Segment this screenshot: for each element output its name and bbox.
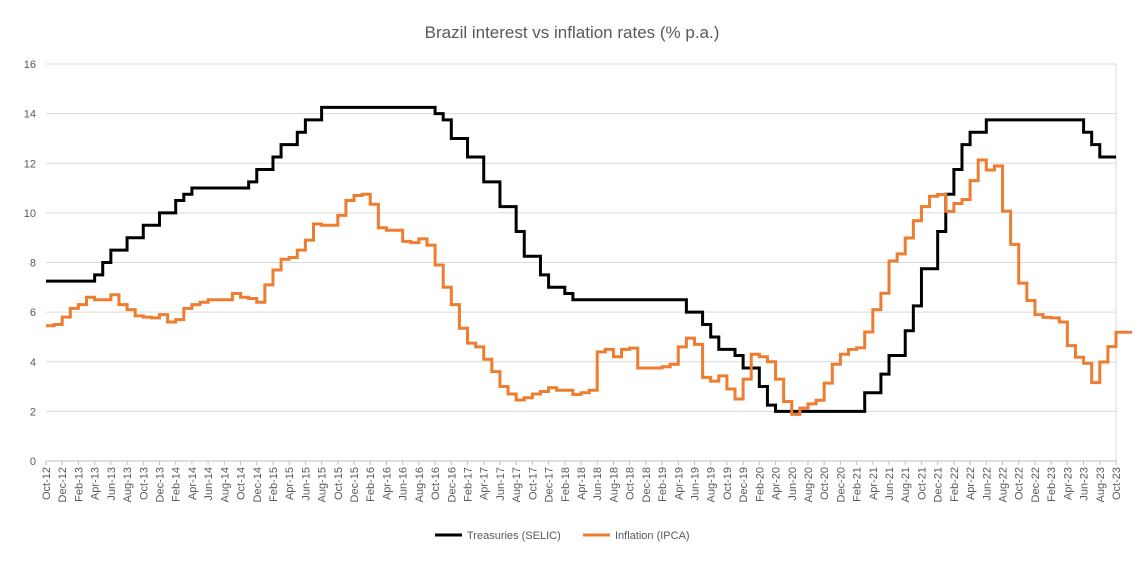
- x-tick-label: Apr-23: [1062, 467, 1074, 500]
- x-tick-label: Oct-23: [1111, 467, 1123, 500]
- series-group: [46, 105, 1133, 416]
- x-tick-label: Oct-13: [138, 467, 150, 500]
- x-tick-label: Dec-14: [252, 467, 264, 502]
- x-tick-label: Apr-14: [187, 467, 199, 500]
- x-tick-label: Feb-23: [1046, 467, 1058, 502]
- x-tick-label: Jun-19: [689, 467, 701, 501]
- x-tick-label: Feb-22: [949, 467, 961, 502]
- x-tick-label: Oct-22: [1014, 467, 1026, 500]
- x-tick-label: Aug-16: [414, 467, 426, 502]
- x-tick-label: Feb-15: [268, 467, 280, 502]
- x-tick-label: Dec-12: [57, 467, 69, 502]
- x-tick-label: Jun-13: [106, 467, 118, 501]
- x-tick-label: Aug-19: [706, 467, 718, 502]
- x-tick-label: Feb-21: [852, 467, 864, 502]
- x-tick-label: Aug-15: [317, 467, 329, 502]
- y-tick-label: 0: [30, 456, 36, 468]
- x-tick-label: Oct-20: [819, 467, 831, 500]
- x-tick-label: Aug-23: [1095, 467, 1107, 502]
- x-tick-label: Dec-22: [1030, 467, 1042, 502]
- x-tick-label: Apr-13: [90, 467, 102, 500]
- y-tick-label: 14: [24, 109, 36, 121]
- x-tick-label: Jun-17: [495, 467, 507, 501]
- x-tick-label: Oct-21: [916, 467, 928, 500]
- x-tick-label: Dec-13: [154, 467, 166, 502]
- legend-label-selic: Treasuries (SELIC): [467, 530, 561, 542]
- x-tick-label: Oct-17: [527, 467, 539, 500]
- x-tick-label: Feb-16: [365, 467, 377, 502]
- x-tick-label: Oct-19: [722, 467, 734, 500]
- x-tick-label: Oct-14: [236, 467, 248, 500]
- x-tick-label: Apr-22: [965, 467, 977, 500]
- legend: Treasuries (SELIC) Inflation (IPCA): [435, 530, 690, 542]
- x-tick-label: Dec-15: [349, 467, 361, 502]
- x-tick-label: Apr-17: [479, 467, 491, 500]
- x-tick-label: Dec-20: [835, 467, 847, 502]
- x-tick-label: Jun-20: [787, 467, 799, 501]
- y-tick-label: 12: [24, 158, 36, 170]
- y-tick-label: 16: [24, 59, 36, 71]
- x-tick-label: Jun-21: [884, 467, 896, 501]
- x-tick-label: Feb-19: [657, 467, 669, 502]
- y-tick-label: 6: [30, 307, 36, 319]
- x-axis-tick-labels: Oct-12 Dec-12 Feb-13 Apr-13 Jun-13 Aug-13 Oct-…: [41, 461, 1123, 502]
- x-tick-label: Aug-14: [219, 467, 231, 502]
- y-axis-tick-labels: 0 2 4 6 8 10 12 14 16: [24, 59, 36, 468]
- x-tick-label: Aug-22: [998, 467, 1010, 502]
- gridlines: [46, 63, 1117, 462]
- x-tick-label: Apr-19: [673, 467, 685, 500]
- x-tick-label: Oct-12: [41, 467, 53, 500]
- legend-label-ipca: Inflation (IPCA): [615, 530, 690, 542]
- x-tick-label: Dec-21: [933, 467, 945, 502]
- y-tick-label: 10: [24, 208, 36, 220]
- x-tick-label: Jun-22: [981, 467, 993, 501]
- x-tick-label: Apr-18: [576, 467, 588, 500]
- y-tick-label: 8: [30, 258, 36, 270]
- x-tick-label: Jun-14: [203, 467, 215, 501]
- x-tick-label: Feb-17: [463, 467, 475, 502]
- x-tick-label: Aug-21: [900, 467, 912, 502]
- x-tick-label: Dec-19: [738, 467, 750, 502]
- series-line-selic: [46, 105, 1116, 413]
- y-tick-label: 2: [30, 406, 36, 418]
- x-tick-label: Jun-23: [1079, 467, 1091, 501]
- x-tick-label: Aug-18: [608, 467, 620, 502]
- x-tick-label: Dec-17: [544, 467, 556, 502]
- x-tick-label: Apr-20: [771, 467, 783, 500]
- x-tick-label: Apr-21: [868, 467, 880, 500]
- x-tick-label: Feb-14: [171, 467, 183, 502]
- x-tick-label: Aug-13: [122, 467, 134, 502]
- x-tick-label: Oct-18: [625, 467, 637, 500]
- series-line-ipca: [46, 158, 1133, 416]
- x-tick-label: Dec-16: [446, 467, 458, 502]
- x-tick-label: Jun-16: [398, 467, 410, 501]
- x-tick-label: Apr-16: [381, 467, 393, 500]
- y-tick-label: 4: [30, 357, 36, 369]
- x-tick-label: Aug-20: [803, 467, 815, 502]
- x-tick-label: Oct-16: [430, 467, 442, 500]
- x-tick-label: Jun-15: [300, 467, 312, 501]
- chart-title: Brazil interest vs inflation rates (% p.…: [425, 23, 720, 42]
- x-tick-label: Feb-13: [73, 467, 85, 502]
- x-tick-label: Feb-20: [754, 467, 766, 502]
- x-tick-label: Jun-18: [592, 467, 604, 501]
- x-tick-label: Oct-15: [333, 467, 345, 500]
- x-tick-label: Aug-17: [511, 467, 523, 502]
- x-tick-label: Apr-15: [284, 467, 296, 500]
- x-tick-label: Dec-18: [641, 467, 653, 502]
- x-tick-label: Feb-18: [560, 467, 572, 502]
